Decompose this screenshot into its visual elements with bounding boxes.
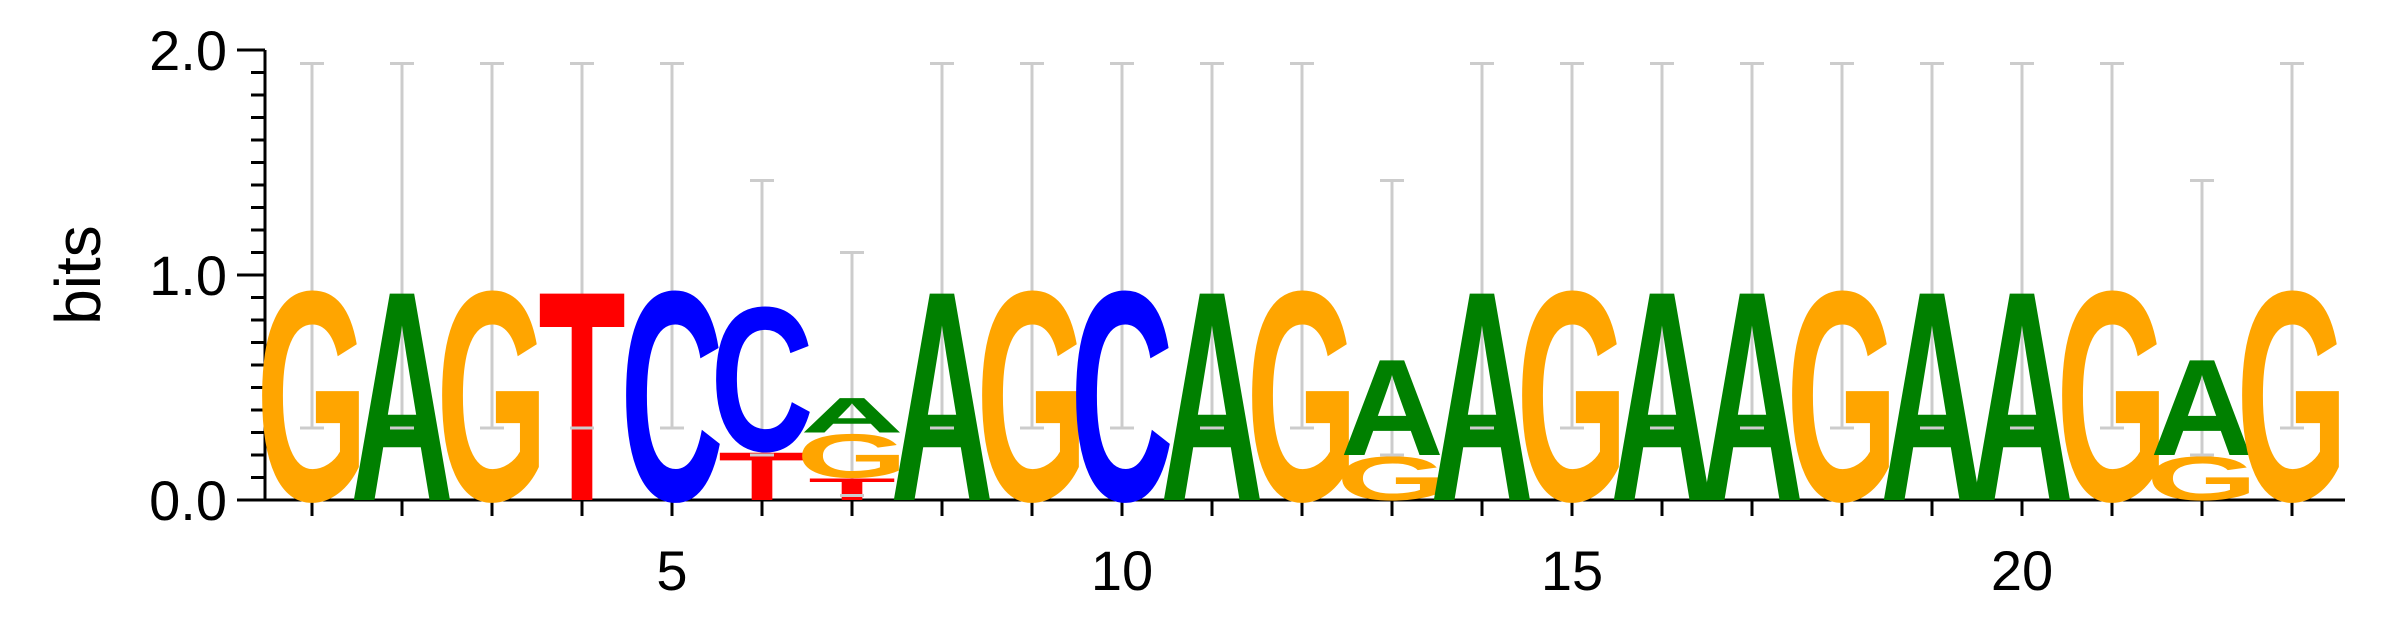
error-bars	[310, 63, 2294, 496]
logo-letter-a: A	[1610, 228, 1714, 564]
axes: bits	[42, 50, 2345, 502]
x-tick-label: 10	[1091, 539, 1153, 602]
y-axis-label: bits	[42, 225, 114, 325]
logo-letter-g: G	[2056, 228, 2167, 564]
logo-letter-g: G	[256, 228, 367, 564]
logo-letter-a: A	[890, 228, 994, 564]
logo-letter-a: A	[800, 387, 904, 443]
logo-letter-g: G	[436, 228, 547, 564]
logo-letter-a: A	[350, 228, 454, 564]
logo-letter-t: T	[718, 438, 806, 515]
logo-letter-c: C	[620, 228, 724, 564]
logo-letter-a: A	[2150, 331, 2254, 485]
logo-letter-g: G	[796, 422, 907, 492]
logo-letter-a: A	[1700, 228, 1804, 564]
logo-letter-a: A	[1970, 228, 2074, 564]
y-ticks: 0.0 1.0 2.0	[149, 19, 265, 532]
logo-letter-a: A	[1340, 331, 1444, 485]
logo-letter-g: G	[1516, 228, 1627, 564]
x-ticks: 5 10 15 20	[310, 500, 2294, 602]
logo-letter-a: A	[1880, 228, 1984, 564]
x-tick-label: 5	[656, 539, 687, 602]
logo-letter-a: A	[1430, 228, 1534, 564]
y-tick-label: 1.0	[149, 244, 227, 307]
logo-letter-g: G	[976, 228, 1087, 564]
logo-letter-t: T	[538, 228, 626, 564]
logo-letter-c: C	[1070, 228, 1174, 564]
logo-letter-t: T	[808, 472, 896, 507]
logo-letter-g: G	[1786, 228, 1897, 564]
y-tick-label: 2.0	[149, 19, 227, 82]
error-bar-whiskers	[300, 62, 2304, 497]
x-tick-label: 20	[1991, 539, 2053, 602]
logo-letter-a: A	[1160, 228, 1264, 564]
x-tick-label: 15	[1541, 539, 1603, 602]
logo-letter-g: G	[1246, 228, 1357, 564]
logo-letter-g: G	[2236, 228, 2347, 564]
y-tick-label: 0.0	[149, 469, 227, 532]
